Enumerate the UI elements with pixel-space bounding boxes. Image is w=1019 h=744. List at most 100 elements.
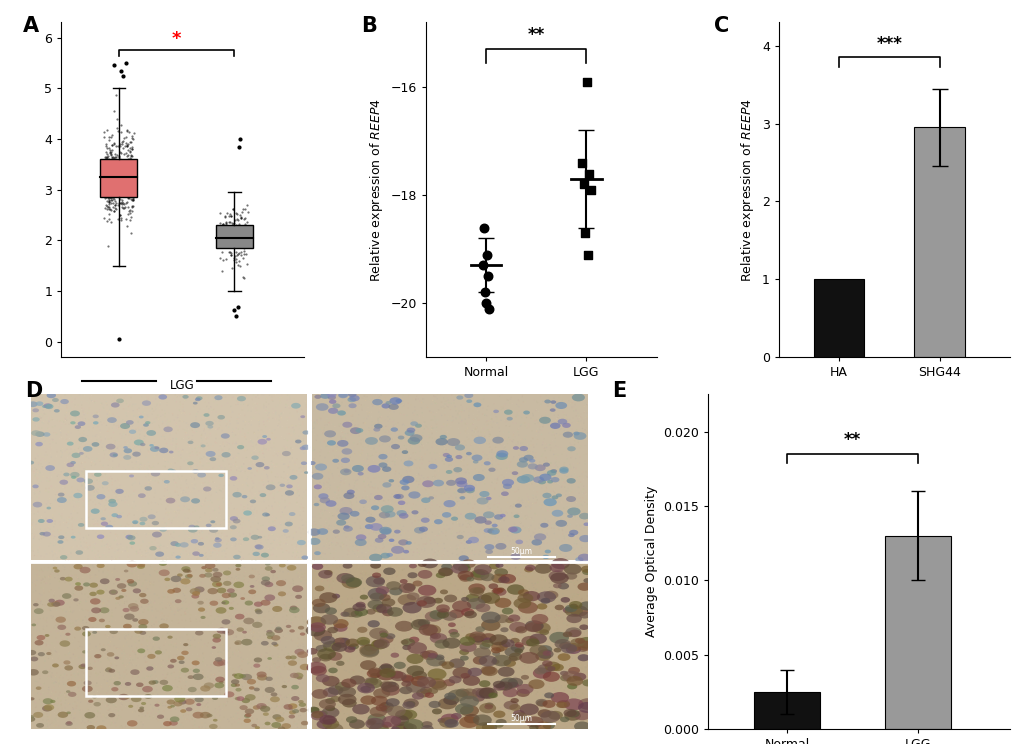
Point (177, 679, 194, 691)
Point (560, 594, 577, 606)
Point (251, 447, 267, 459)
Point (32, 485, 48, 497)
Point (423, 481, 439, 493)
Point (324, 560, 340, 572)
Point (207, 706, 223, 718)
Point (213, 684, 229, 696)
Point (170, 671, 186, 683)
Point (440, 437, 457, 449)
Point (343, 507, 360, 519)
Point (118, 682, 135, 693)
Circle shape (573, 432, 586, 440)
Point (223, 223, 239, 235)
Point (539, 597, 555, 609)
Point (380, 614, 396, 626)
Point (118, 595, 135, 607)
Point (401, 471, 418, 483)
Bar (312, 394, 588, 560)
Point (176, 407, 193, 419)
Point (260, 574, 276, 586)
Point (150, 464, 166, 476)
Point (92, 427, 108, 439)
Point (110, 693, 126, 705)
Circle shape (379, 435, 390, 443)
Point (363, 540, 379, 552)
Point (87, 655, 103, 667)
Point (180, 532, 197, 544)
Point (216, 589, 232, 600)
Point (81, 715, 97, 727)
Point (57, 687, 73, 699)
Point (34, 408, 50, 420)
Point (227, 475, 244, 487)
Circle shape (256, 462, 264, 467)
Point (436, 542, 452, 554)
Point (110, 539, 126, 551)
Point (84, 467, 100, 479)
Point (48, 429, 64, 440)
Point (258, 534, 274, 546)
Circle shape (320, 614, 338, 625)
Point (492, 679, 508, 691)
Point (296, 615, 312, 626)
Point (178, 446, 195, 458)
Point (434, 478, 450, 490)
Point (371, 623, 387, 635)
Point (85, 430, 101, 442)
Point (271, 409, 287, 421)
Point (446, 487, 463, 498)
Point (355, 567, 371, 579)
Circle shape (421, 498, 430, 503)
Point (100, 153, 116, 164)
Point (425, 609, 441, 620)
Point (218, 595, 234, 607)
Point (113, 541, 129, 553)
Point (525, 716, 541, 728)
Point (239, 694, 256, 706)
Point (78, 620, 95, 632)
Point (553, 525, 570, 536)
Point (372, 437, 388, 449)
Point (417, 503, 433, 515)
Point (137, 480, 153, 492)
Point (250, 615, 266, 626)
Point (158, 583, 174, 595)
Point (375, 538, 391, 550)
Point (193, 414, 209, 426)
Point (119, 553, 136, 565)
Point (532, 400, 548, 411)
Point (291, 504, 308, 516)
Point (344, 692, 361, 704)
Point (125, 154, 142, 166)
Point (100, 491, 116, 503)
Point (77, 408, 94, 420)
Point (99, 411, 115, 423)
Point (131, 677, 148, 689)
Point (526, 618, 542, 630)
Point (68, 682, 85, 694)
Point (416, 542, 432, 554)
Point (53, 699, 69, 711)
Point (145, 712, 161, 724)
Point (81, 452, 97, 464)
Circle shape (212, 638, 221, 643)
Point (424, 684, 440, 696)
Point (120, 149, 137, 161)
Point (455, 721, 472, 733)
Point (257, 504, 273, 516)
Point (354, 544, 370, 556)
Circle shape (378, 454, 387, 460)
Point (236, 484, 253, 496)
Point (127, 500, 144, 512)
Point (148, 690, 164, 702)
Point (557, 485, 574, 497)
Point (227, 246, 244, 258)
Circle shape (109, 629, 118, 634)
Point (206, 476, 222, 488)
Point (96, 562, 112, 574)
Circle shape (479, 491, 489, 497)
Point (264, 584, 280, 596)
Point (532, 602, 548, 614)
Point (22, 475, 39, 487)
Point (114, 136, 130, 148)
